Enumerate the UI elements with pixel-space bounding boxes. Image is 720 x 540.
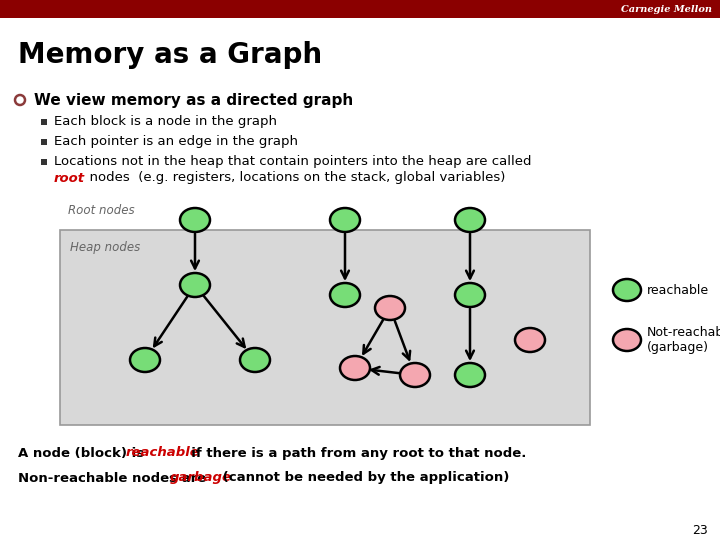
Text: if there is a path from any root to that node.: if there is a path from any root to that…: [182, 447, 526, 460]
Text: Root nodes: Root nodes: [68, 204, 135, 217]
Ellipse shape: [330, 208, 360, 232]
Text: reachable: reachable: [126, 447, 199, 460]
Text: Heap nodes: Heap nodes: [70, 241, 140, 254]
Text: Each block is a node in the graph: Each block is a node in the graph: [54, 116, 277, 129]
Text: Memory as a Graph: Memory as a Graph: [18, 41, 322, 69]
Ellipse shape: [340, 356, 370, 380]
Text: A node (block) is: A node (block) is: [18, 447, 149, 460]
Text: Locations not in the heap that contain pointers into the heap are called: Locations not in the heap that contain p…: [54, 156, 531, 168]
Text: garbage: garbage: [170, 471, 232, 484]
Ellipse shape: [330, 283, 360, 307]
Ellipse shape: [180, 273, 210, 297]
Text: Non-reachable nodes are: Non-reachable nodes are: [18, 471, 211, 484]
Ellipse shape: [375, 296, 405, 320]
Ellipse shape: [455, 283, 485, 307]
Ellipse shape: [130, 348, 160, 372]
Bar: [0, 0, 720, 18]
Ellipse shape: [613, 279, 641, 301]
Text: nodes  (e.g. registers, locations on the stack, global variables): nodes (e.g. registers, locations on the …: [81, 172, 505, 185]
Ellipse shape: [613, 329, 641, 351]
Bar: [41, 139, 47, 145]
Text: (cannot be needed by the application): (cannot be needed by the application): [218, 471, 509, 484]
Bar: [60, 230, 590, 425]
Bar: [41, 119, 47, 125]
Text: Each pointer is an edge in the graph: Each pointer is an edge in the graph: [54, 136, 298, 148]
Text: Not-reachable
(garbage): Not-reachable (garbage): [647, 326, 720, 354]
Ellipse shape: [455, 363, 485, 387]
Text: We view memory as a directed graph: We view memory as a directed graph: [34, 92, 354, 107]
Text: root: root: [54, 172, 85, 185]
Ellipse shape: [400, 363, 430, 387]
Ellipse shape: [515, 328, 545, 352]
Bar: [41, 159, 47, 165]
Ellipse shape: [180, 208, 210, 232]
Text: Carnegie Mellon: Carnegie Mellon: [621, 4, 712, 14]
Ellipse shape: [240, 348, 270, 372]
Text: reachable: reachable: [647, 284, 709, 296]
Ellipse shape: [455, 208, 485, 232]
Text: 23: 23: [692, 523, 708, 537]
